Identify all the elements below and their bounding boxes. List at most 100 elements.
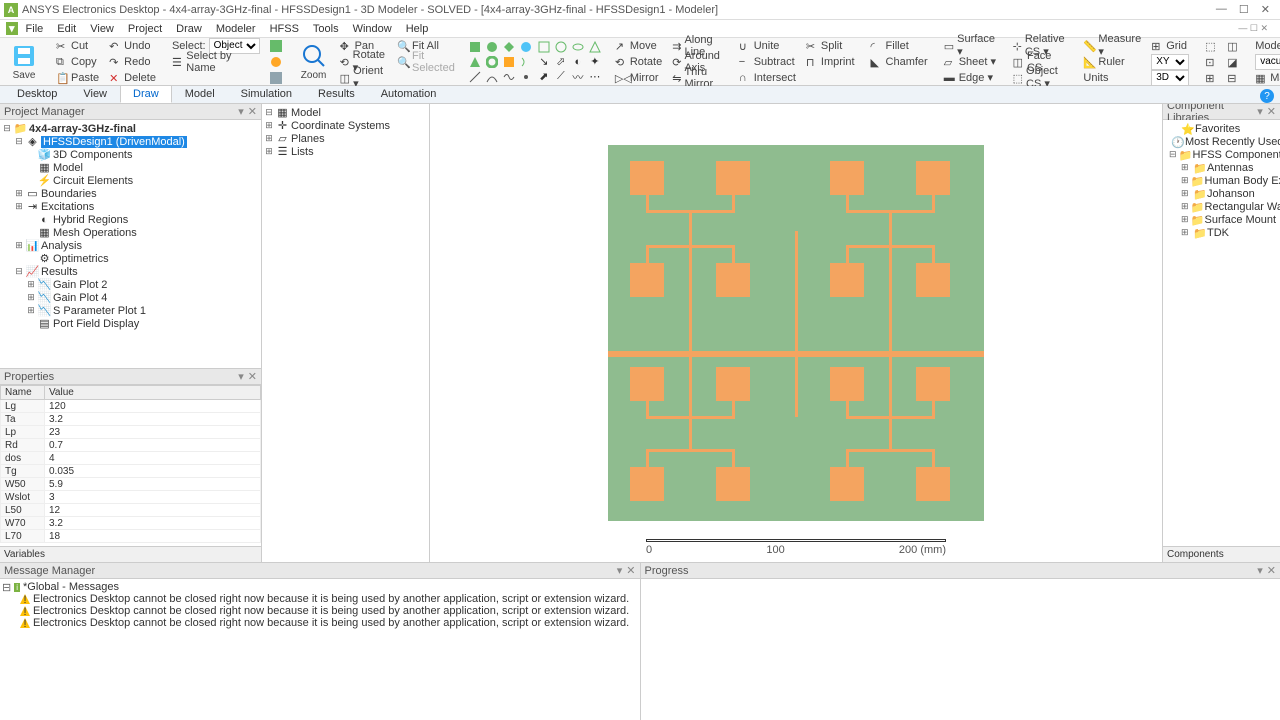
tab-draw[interactable]: Draw	[120, 85, 172, 103]
progress-header: Progress▾✕	[641, 563, 1280, 579]
draw-shapes-grid2: ↘⬀◐✦ ⬈⟋〰⋯	[536, 40, 603, 84]
title-bar: A ANSYS Electronics Desktop - 4x4-array-…	[0, 0, 1280, 20]
shape-cone[interactable]	[467, 55, 483, 69]
unite-button[interactable]: ∪Unite	[735, 38, 800, 53]
properties-tab[interactable]: Variables	[0, 546, 261, 562]
3d-select[interactable]: 3D	[1151, 70, 1189, 86]
svg-text:!: !	[23, 606, 26, 616]
help-icon[interactable]: ?	[1260, 89, 1274, 103]
shape-spline[interactable]	[501, 70, 517, 84]
menu-modeler[interactable]: Modeler	[210, 23, 262, 35]
menu-edit[interactable]: Edit	[51, 23, 82, 35]
menu-tools[interactable]: Tools	[307, 23, 345, 35]
model-label: Model	[1251, 38, 1280, 53]
model-tree[interactable]: ⊟▦Model⊞✛Coordinate Systems⊞▱Planes⊞☰Lis…	[262, 104, 430, 562]
shape-cyl[interactable]	[484, 40, 500, 54]
menu-bar: ▾ File Edit View Project Draw Modeler HF…	[0, 20, 1280, 38]
edit-group: ✂Cut ⧉Copy 📋Paste	[52, 38, 103, 85]
copy-button[interactable]: ⧉Copy	[52, 54, 103, 69]
component-library-tree[interactable]: ⭐Favorites🕐Most Recently Used⊟📁HFSS Comp…	[1163, 120, 1280, 546]
cut-button[interactable]: ✂Cut	[52, 38, 103, 53]
menu-help[interactable]: Help	[400, 23, 435, 35]
menu-hfss[interactable]: HFSS	[264, 23, 305, 35]
tab-automation[interactable]: Automation	[368, 85, 450, 103]
project-manager-header: Project Manager▾✕	[0, 104, 261, 120]
project-tree[interactable]: ⊟📁4x4-array-3GHz-final⊟◈HFSSDesign1 (Dri…	[0, 120, 261, 368]
undo-button[interactable]: ↶Undo	[105, 38, 160, 53]
tab-desktop[interactable]: Desktop	[4, 85, 70, 103]
scale-ruler: 0 100 200 (mm)	[646, 539, 946, 556]
complib-header: Component Libraries▾✕	[1163, 104, 1280, 120]
toggle-3[interactable]	[266, 70, 286, 85]
draw-shapes-grid	[467, 40, 534, 84]
menu-file[interactable]: File	[20, 23, 50, 35]
zoom-button[interactable]: Zoom	[294, 40, 334, 83]
menu-draw[interactable]: Draw	[170, 23, 208, 35]
shape-arc[interactable]	[484, 70, 500, 84]
window-title: ANSYS Electronics Desktop - 4x4-array-3G…	[22, 4, 1216, 16]
shape-torus[interactable]	[484, 55, 500, 69]
tab-model[interactable]: Model	[172, 85, 228, 103]
toggle-2[interactable]	[266, 54, 286, 69]
mirror-button[interactable]: ▷◁Mirror	[611, 70, 666, 85]
shape-pt[interactable]	[518, 70, 534, 84]
delete-button[interactable]: ✕Delete	[105, 70, 160, 85]
fit-selected-button[interactable]: 🔍Fit Selected	[393, 54, 459, 69]
properties-table[interactable]: NameValue Lg120Ta3.2Lp23Rd0.7dos4Tg0.035…	[0, 385, 261, 546]
material-button[interactable]: ▦Material	[1251, 70, 1280, 85]
shape-box[interactable]	[467, 40, 483, 54]
minimize-button[interactable]: —	[1216, 3, 1227, 16]
maximize-button[interactable]: ☐	[1239, 3, 1249, 16]
plane-select[interactable]: XY	[1151, 54, 1189, 70]
shape-line[interactable]	[467, 70, 483, 84]
ruler-button[interactable]: 📐Ruler	[1079, 54, 1145, 69]
toggle-1[interactable]	[266, 38, 286, 53]
move-button[interactable]: ↗Move	[611, 38, 666, 53]
imprint-button[interactable]: ⊓Imprint	[802, 54, 859, 69]
menu-window[interactable]: Window	[347, 23, 398, 35]
objcs-button[interactable]: ⬚Object CS ▾	[1009, 70, 1072, 85]
save-button[interactable]: Save	[4, 40, 44, 83]
antenna-array[interactable]	[608, 145, 984, 521]
thru-mirror-button[interactable]: ⇋Thru Mirror	[668, 70, 726, 85]
grid-button[interactable]: ⊞Grid	[1147, 38, 1193, 53]
select-by-name-button[interactable]: ☰Select by Name	[168, 54, 264, 69]
properties-header: Properties▾✕	[0, 369, 261, 385]
paste-button[interactable]: 📋Paste	[52, 70, 103, 85]
units-button[interactable]: Units	[1079, 70, 1145, 85]
menu-view[interactable]: View	[84, 23, 120, 35]
shape-poly[interactable]	[501, 40, 517, 54]
shape-sphere[interactable]	[518, 40, 534, 54]
measure-button[interactable]: 📏Measure ▾	[1079, 38, 1145, 53]
intersect-button[interactable]: ∩Intersect	[735, 70, 800, 85]
tab-view[interactable]: View	[70, 85, 120, 103]
fillet-button[interactable]: ◜Fillet	[867, 38, 932, 53]
message-list[interactable]: ⊟i*Global - Messages!Electronics Desktop…	[0, 579, 640, 720]
tab-simulation[interactable]: Simulation	[228, 85, 305, 103]
svg-text:!: !	[23, 594, 26, 604]
orient-button[interactable]: ◫Orient ▾	[336, 70, 391, 85]
subtract-button[interactable]: −Subtract	[735, 54, 800, 69]
3d-viewport[interactable]: 0 100 200 (mm)	[430, 104, 1162, 562]
ribbon: Save ✂Cut ⧉Copy 📋Paste ↶Undo ↷Redo ✕Dele…	[0, 38, 1280, 86]
ribbon-tabs: Desktop View Draw Model Simulation Resul…	[0, 86, 1280, 104]
rotate-mod-button[interactable]: ⟲Rotate	[611, 54, 666, 69]
material-select[interactable]: vacuum	[1255, 54, 1280, 70]
shape-helix[interactable]	[518, 55, 534, 69]
menu-project[interactable]: Project	[122, 23, 168, 35]
progress-body	[641, 579, 1280, 720]
app-icon: A	[4, 3, 18, 17]
complib-tab[interactable]: Components	[1163, 546, 1280, 562]
sheet-button[interactable]: ▱Sheet ▾	[940, 54, 1001, 69]
shape-reg[interactable]	[501, 55, 517, 69]
svg-text:!: !	[23, 618, 26, 628]
edge-button[interactable]: ▬Edge ▾	[940, 70, 1001, 85]
message-manager-header: Message Manager▾✕	[0, 563, 640, 579]
redo-button[interactable]: ↷Redo	[105, 54, 160, 69]
surface-button[interactable]: ▭Surface ▾	[940, 38, 1001, 53]
split-button[interactable]: ✂Split	[802, 38, 859, 53]
close-button[interactable]: ✕	[1261, 3, 1270, 16]
tab-results[interactable]: Results	[305, 85, 368, 103]
app-menu-icon[interactable]: ▾	[6, 22, 18, 35]
chamfer-button[interactable]: ◣Chamfer	[867, 54, 932, 69]
